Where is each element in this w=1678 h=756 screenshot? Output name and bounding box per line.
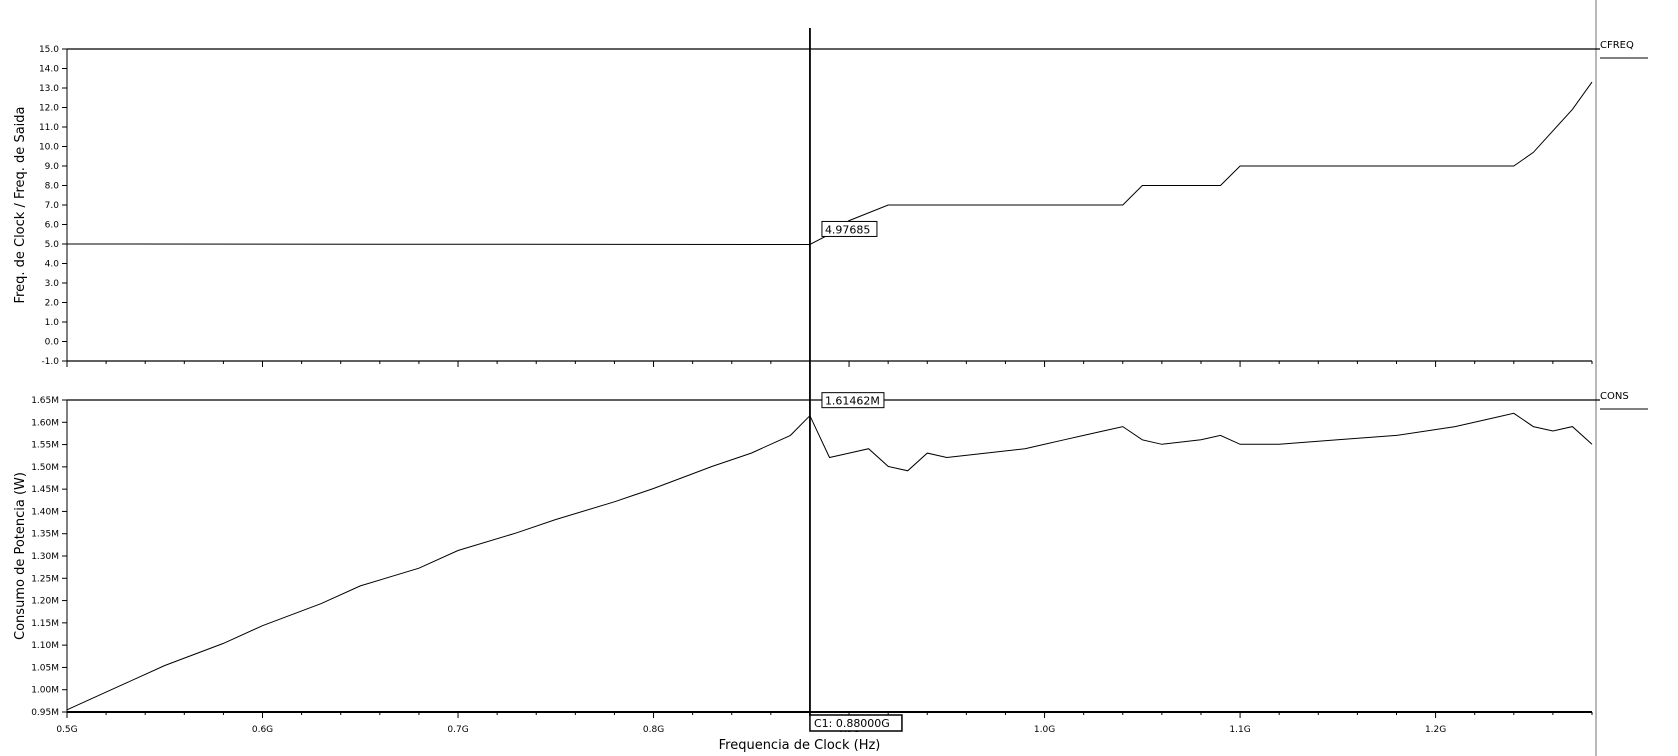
cfreq-y-tick-label: 13.0 [39,84,59,94]
cfreq-y-tick-label: 11.0 [39,123,59,133]
cons-y-tick-label: 1.05M [31,663,59,673]
cfreq-y-tick-label: 1.0 [45,318,60,328]
cfreq-series-line [66,81,1593,246]
x-tick-label: 0.5G [56,725,77,735]
x-tick-label: 1.0G [1034,725,1055,735]
cons-y-tick-label: 1.30M [31,552,59,562]
cfreq-y-tick-label: 3.0 [45,279,60,289]
cfreq-y-tick-label: 4.0 [45,260,60,270]
cfreq-marker-box [821,220,878,237]
cfreq-y-tick-label: 8.0 [45,182,60,192]
x-tick-label: 0.8G [643,725,664,735]
x-tick-label: 1.1G [1229,725,1250,735]
cfreq-y-tick-label: 2.0 [45,299,60,309]
x-axis-label: Frequencia de Clock (Hz) [719,738,881,753]
cfreq-signal-name: CFREQ [1600,40,1634,51]
cfreq-y-tick-label: -1.0 [41,357,59,367]
cons-signal-name: CONS [1600,391,1629,402]
cfreq-y-axis-label: Freq. de Clock / Freq. de Saida [13,107,28,304]
cons-y-tick-label: 1.00M [31,686,59,696]
cfreq-y-tick-label: 6.0 [45,221,60,231]
cons-y-tick-label: 0.95M [31,708,59,718]
cons-y-tick-label: 1.55M [31,441,59,451]
cons-y-tick-label: 1.45M [31,485,59,495]
cfreq-y-tick-label: 9.0 [45,162,60,172]
cursor-label: C1: 0.88000G [814,717,890,730]
cons-y-tick-label: 1.25M [31,574,59,584]
cons-y-tick-label: 1.50M [31,463,59,473]
cfreq-y-tick-label: 14.0 [39,65,59,75]
cons-y-tick-label: 1.35M [31,530,59,540]
cons-marker-value: 1.61462M [825,395,880,408]
cfreq-y-tick-label: 10.0 [39,143,59,153]
cons-y-tick-label: 1.10M [31,641,59,651]
cons-series-line [66,412,1593,711]
cfreq-y-tick-label: 12.0 [39,104,59,114]
cursor-label-box [809,714,903,732]
x-tick-label: 0.6G [252,725,273,735]
cfreq-y-tick-label: 15.0 [39,45,59,55]
cfreq-marker-value: 4.97685 [825,223,871,236]
x-tick-label: 1.2G [1425,725,1446,735]
cfreq-y-tick-label: 5.0 [45,240,60,250]
cfreq-y-tick-label: 0.0 [45,338,60,348]
cons-y-tick-label: 1.15M [31,619,59,629]
x-tick-label: 0.7G [447,725,468,735]
cons-y-tick-label: 1.60M [31,418,59,428]
cons-y-tick-label: 1.20M [31,597,59,607]
cons-y-tick-label: 1.40M [31,507,59,517]
cons-y-axis-label: Consumo de Potencia (W) [13,472,28,640]
cons-y-tick-label: 1.65M [31,396,59,406]
cfreq-y-tick-label: 7.0 [45,201,60,211]
cons-marker-box [821,392,885,409]
